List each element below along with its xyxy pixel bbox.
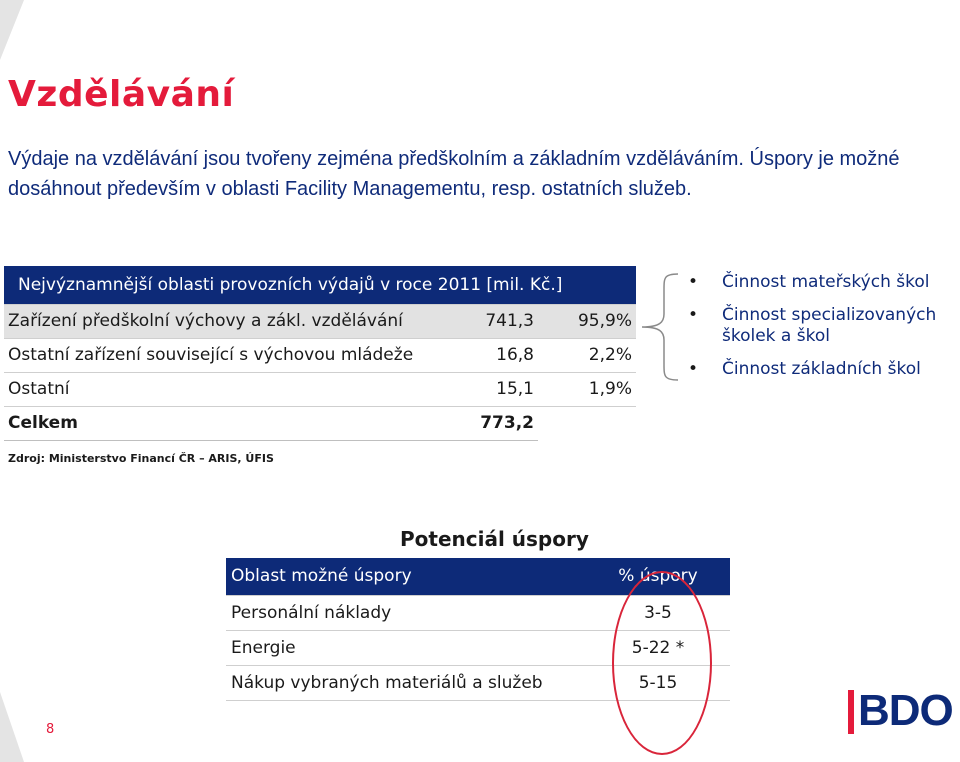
bdo-logo: BDO [848, 686, 956, 736]
corner-decoration-top [0, 0, 24, 60]
row-share: 95,9% [538, 304, 636, 339]
savings-area: Personální náklady [226, 595, 586, 631]
logo-accent-bar [848, 690, 854, 734]
table-row: Ostatní zařízení související s výchovou … [4, 338, 636, 373]
list-item: Činnost základních škol [684, 359, 954, 380]
list-item: Činnost specializovaných školek a škol [684, 305, 954, 347]
row-value: 741,3 [462, 304, 538, 339]
expense-table-header-row: Nejvýznamnější oblasti provozních výdajů… [4, 266, 636, 305]
total-row: Celkem 773,2 [4, 406, 636, 441]
total-label: Celkem [4, 406, 462, 441]
activity-list: Činnost mateřských škol Činnost speciali… [684, 272, 954, 392]
expense-table: Nejvýznamnější oblasti provozních výdajů… [4, 266, 636, 441]
row-share: 2,2% [538, 338, 636, 373]
expense-table-header: Nejvýznamnější oblasti provozních výdajů… [4, 266, 636, 305]
page-title: Vzdělávání [8, 74, 235, 115]
savings-col-area: Oblast možné úspory [226, 558, 586, 596]
table-row: Zařízení předškolní výchovy a zákl. vzdě… [4, 304, 636, 339]
list-item: Činnost mateřských škol [684, 272, 954, 293]
logo-text: BDO [858, 686, 954, 735]
row-label: Ostatní [4, 372, 462, 407]
source-note: Zdroj: Ministerstvo Financí ČR – ARIS, Ú… [8, 452, 274, 465]
savings-title: Potenciál úspory [400, 527, 589, 551]
page-number: 8 [46, 722, 55, 737]
table-row: Ostatní 15,1 1,9% [4, 372, 636, 407]
corner-decoration-bottom [0, 692, 24, 762]
row-label: Ostatní zařízení související s výchovou … [4, 338, 462, 373]
savings-area: Energie [226, 630, 586, 666]
row-value: 15,1 [462, 372, 538, 407]
curly-brace-icon [641, 273, 679, 381]
page-subtitle: Výdaje na vzdělávání jsou tvořeny zejmén… [8, 148, 900, 200]
row-share: 1,9% [538, 372, 636, 407]
total-value: 773,2 [462, 406, 538, 441]
row-value: 16,8 [462, 338, 538, 373]
total-empty-cell [538, 406, 636, 440]
row-label: Zařízení předškolní výchovy a zákl. vzdě… [4, 304, 462, 339]
savings-area: Nákup vybraných materiálů a služeb [226, 665, 586, 701]
highlight-ellipse [612, 571, 712, 755]
